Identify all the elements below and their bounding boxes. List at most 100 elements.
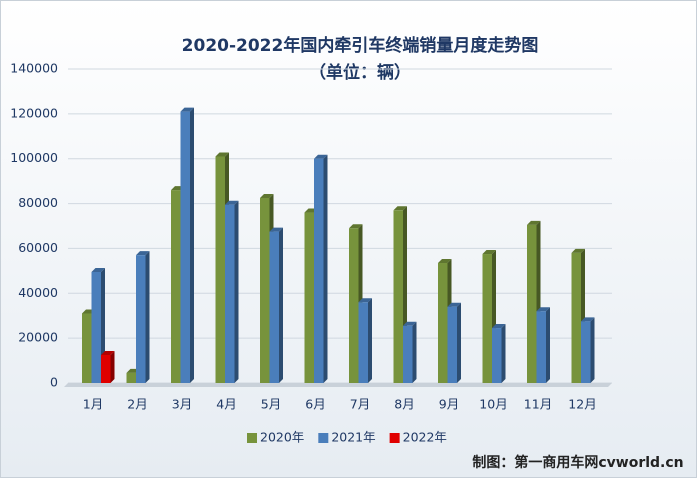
x-tick-label: 8月 [394,397,414,412]
bar-top [447,302,461,307]
floor [64,383,612,387]
bar-top [314,154,328,159]
bar-front [358,302,368,383]
y-tick-label: 100000 [10,150,58,165]
bar-top [536,307,550,312]
bar [136,251,150,383]
x-tick-label: 6月 [305,397,325,412]
bar-front [349,228,359,383]
bar [101,350,115,383]
x-tick-label: 10月 [479,397,507,412]
bar-front [260,197,270,383]
bar-front [304,212,314,383]
bar [225,200,239,383]
bar [492,324,506,383]
bar-top [527,220,541,225]
bar-front [571,252,581,383]
bar [314,154,328,383]
legend-swatch [247,433,257,443]
bar-top [260,193,274,198]
bar-front [447,306,457,383]
bar [180,107,194,383]
y-tick-label: 40000 [18,285,58,300]
bar-side [368,298,372,383]
x-tick-label: 11月 [524,397,552,412]
bar [581,317,595,383]
bar-top [180,107,194,112]
bar-front [482,254,492,383]
y-tick-label: 140000 [10,61,58,76]
bar-top [91,267,105,272]
bar-top [492,324,506,329]
bar-front [269,231,279,383]
bar-front [492,328,502,383]
bar-top [215,152,229,157]
y-tick-label: 80000 [18,195,58,210]
y-tick-label: 120000 [10,105,58,120]
bar-front [215,156,225,383]
legend-label: 2022年 [403,430,447,445]
x-tick-label: 2月 [127,397,147,412]
bar-front [171,190,181,383]
bar [358,298,372,383]
x-tick-label: 4月 [216,397,236,412]
bar-front [536,311,546,383]
bar-side [546,307,550,383]
bar-front [581,321,591,383]
x-tick-label: 7月 [350,397,370,412]
bar-front [136,255,146,383]
bar-top [136,251,150,256]
legend-swatch [389,433,400,443]
bar-front [527,224,537,383]
bar-front [403,325,413,383]
bar-top [269,227,283,232]
chart-subtitle: （单位：辆） [309,62,411,83]
bar-front [82,313,92,383]
bar-side [190,107,194,383]
y-tick-label: 0 [50,375,58,390]
bar-side [145,251,150,383]
bar-side [457,302,461,383]
x-tick-label: 1月 [83,397,103,412]
x-tick-label: 9月 [439,397,459,412]
bar-top [403,321,417,326]
watermark: 制图：第一商用车网cvworld.cn [472,454,683,471]
bar-top [482,250,496,255]
bar-front [91,271,101,383]
y-tick-label: 20000 [18,330,58,345]
x-tick-label: 5月 [261,397,281,412]
bar-top [393,206,407,211]
bar-top [225,200,239,205]
bar-side [323,154,328,383]
x-tick-label: 12月 [568,397,596,412]
x-tick-label: 3月 [172,397,192,412]
bar-front [126,372,136,383]
bar-top [571,248,585,253]
legend-swatch [318,433,329,443]
bar-side [234,200,239,383]
bar-top [581,317,595,322]
bar [536,307,550,383]
legend-label: 2021年 [331,430,375,445]
bar-front [180,111,190,383]
bar [447,302,461,383]
bar-front [393,210,403,383]
bar-side [110,350,115,383]
bar-top [358,298,372,303]
bar-side [412,321,417,383]
bar [403,321,417,383]
bar-top [101,350,115,355]
bar-side [279,227,283,383]
chart-title: 2020-2022年国内牵引车终端销量月度走势图 [182,35,539,56]
bar-side [501,324,506,383]
bar-top [349,224,363,229]
bar-top [438,259,452,264]
legend-label: 2020年 [260,430,304,445]
bar-side [590,317,595,383]
bar-front [101,354,111,383]
bar-front [438,263,448,383]
bar-front [225,204,235,383]
bar-front [314,158,324,383]
